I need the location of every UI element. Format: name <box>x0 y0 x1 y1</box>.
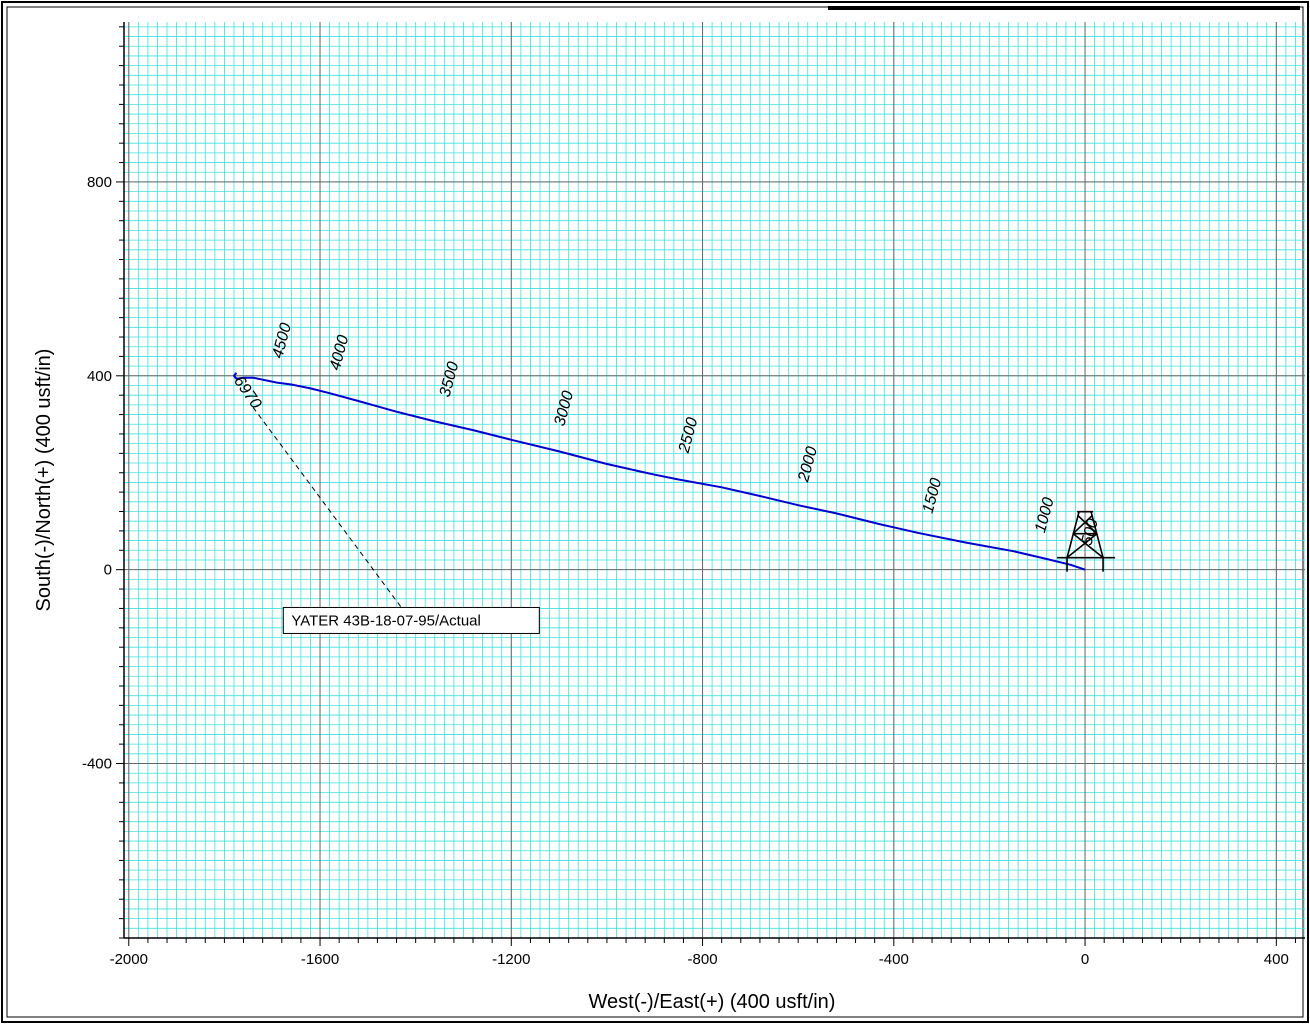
ticks <box>116 26 1296 946</box>
y-tick-label: -400 <box>82 756 112 773</box>
x-tick-label: 0 <box>1081 951 1089 968</box>
x-tick-label: -800 <box>688 951 718 968</box>
y-tick-label: 400 <box>87 368 112 385</box>
rig-icon <box>1057 510 1116 572</box>
y-axis-label: South(-)/North(+) (400 usft/in) <box>33 349 55 612</box>
page-inner-frame <box>6 6 1304 1018</box>
annotations: 500100015002000250030003500400045006970Y… <box>230 321 1116 634</box>
well-callout-box <box>282 606 540 634</box>
x-tick-label: -1600 <box>301 951 339 968</box>
well-callout-text: YATER 43B-18-07-95/Actual <box>291 612 481 629</box>
plot-area <box>233 372 1086 571</box>
axes <box>123 22 1305 939</box>
x-tick-label: -1200 <box>492 951 530 968</box>
x-tick-label: -400 <box>879 951 909 968</box>
well-path-line <box>233 372 1086 571</box>
x-tick-label: 400 <box>1264 951 1289 968</box>
y-tick-label: 800 <box>87 174 112 191</box>
tick-labels: -2000 -1600 -1200 -800 -400 0 400 -400 0 400 800 <box>82 174 1289 968</box>
minor-grid <box>124 22 1305 938</box>
x-tick-label: -2000 <box>110 951 148 968</box>
major-grid <box>124 22 1305 938</box>
x-axis-label: West(-)/East(+) (400 usft/in) <box>589 991 836 1013</box>
callout-leader <box>252 407 402 608</box>
y-tick-label: 0 <box>104 562 112 579</box>
md-label: 500 <box>1079 517 1102 547</box>
